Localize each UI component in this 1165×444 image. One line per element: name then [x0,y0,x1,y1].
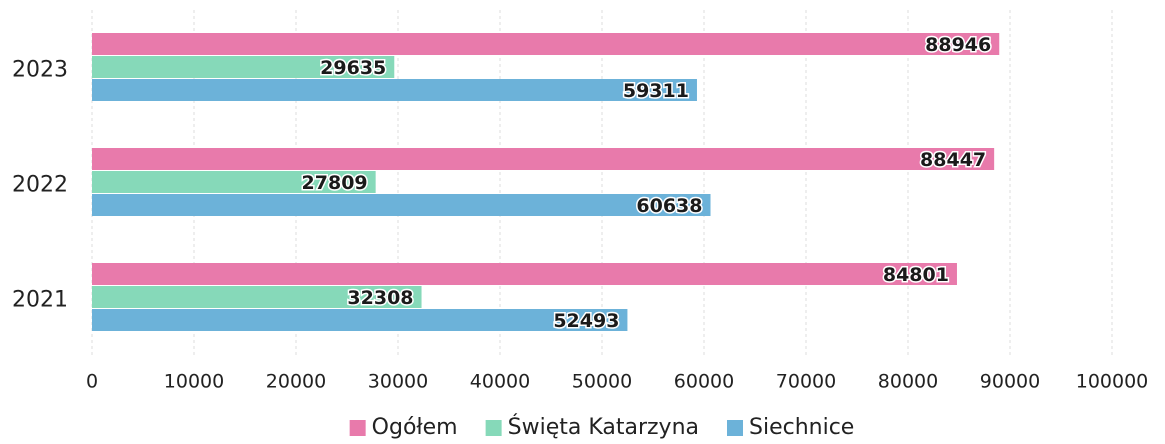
legend-swatch [349,420,366,436]
x-tick-label: 80000 [878,371,938,393]
legend-label: Ogółem [372,415,458,440]
bar [92,33,1000,55]
legend-swatch [727,420,743,436]
x-tick-label: 60000 [674,371,734,393]
x-tick-label: 40000 [470,371,530,393]
x-tick-label: 30000 [368,371,428,393]
legend-label: Siechnice [749,415,854,440]
legend-swatch [485,420,502,436]
x-tick-label: 0 [86,371,98,393]
legend-label: Święta Katarzyna [508,414,699,440]
x-tick-label: 50000 [572,371,632,393]
data-label: 29635 [320,57,386,79]
data-label: 52493 [553,310,619,332]
data-label: 32308 [347,287,413,309]
x-tick-label: 100000 [1076,371,1149,393]
bar [92,171,376,193]
data-label: 88946 [925,34,991,56]
bar [92,286,422,308]
bar [92,309,628,331]
x-tick-label: 90000 [980,371,1040,393]
x-tick-label: 70000 [776,371,836,393]
bar [92,148,995,170]
bar [92,194,711,216]
bar [92,263,957,285]
data-label: 27809 [302,172,368,194]
y-tick-label: 2023 [12,58,68,83]
y-tick-label: 2022 [12,173,68,198]
data-label: 84801 [883,264,949,286]
x-tick-label: 20000 [266,371,326,393]
bar [92,79,697,101]
bar [92,56,395,78]
y-tick-label: 2021 [12,288,68,313]
data-label: 59311 [623,80,689,102]
data-label: 88447 [920,149,986,171]
data-label: 60638 [636,195,702,217]
x-tick-label: 10000 [164,371,224,393]
